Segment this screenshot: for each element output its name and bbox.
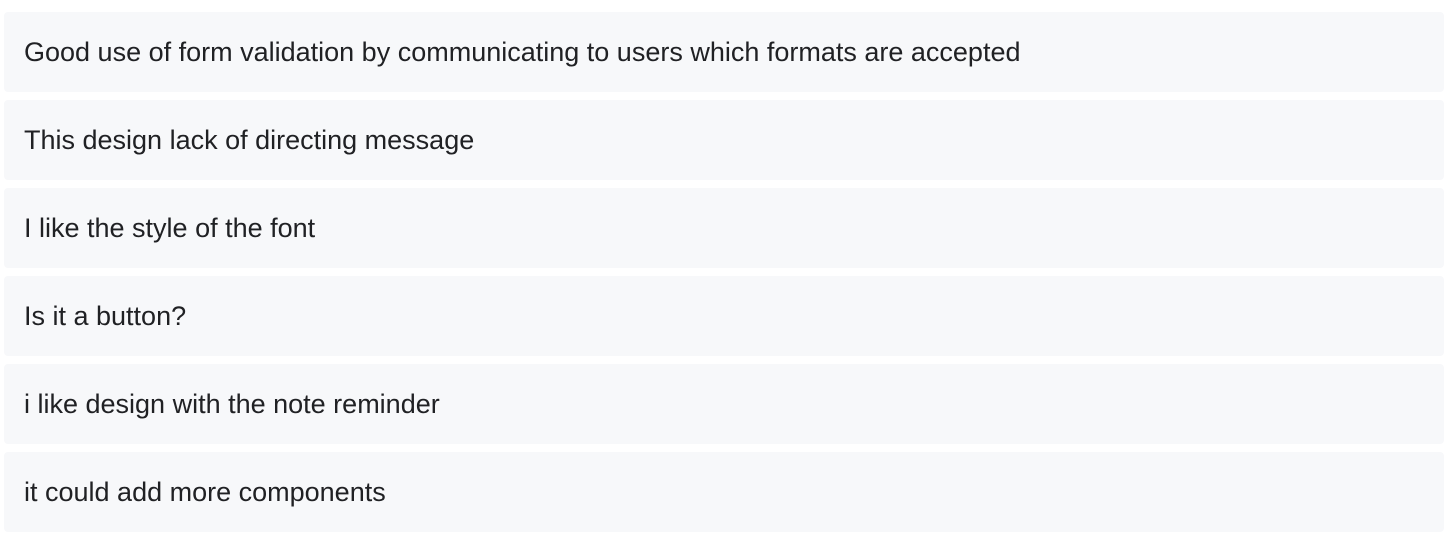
- list-item: i like design with the note reminder: [4, 364, 1444, 444]
- response-text: Is it a button?: [24, 300, 187, 331]
- list-item: I like the style of the font: [4, 188, 1444, 268]
- response-text: I like the style of the font: [24, 212, 316, 243]
- list-item: This design lack of directing message: [4, 100, 1444, 180]
- response-text: it could add more components: [24, 476, 386, 507]
- response-list: Good use of form validation by communica…: [4, 12, 1444, 532]
- response-text: Good use of form validation by communica…: [24, 36, 1021, 67]
- list-item: Good use of form validation by communica…: [4, 12, 1444, 92]
- list-item: it could add more components: [4, 452, 1444, 532]
- list-item: Is it a button?: [4, 276, 1444, 356]
- response-text: This design lack of directing message: [24, 124, 475, 155]
- response-text: i like design with the note reminder: [24, 388, 440, 419]
